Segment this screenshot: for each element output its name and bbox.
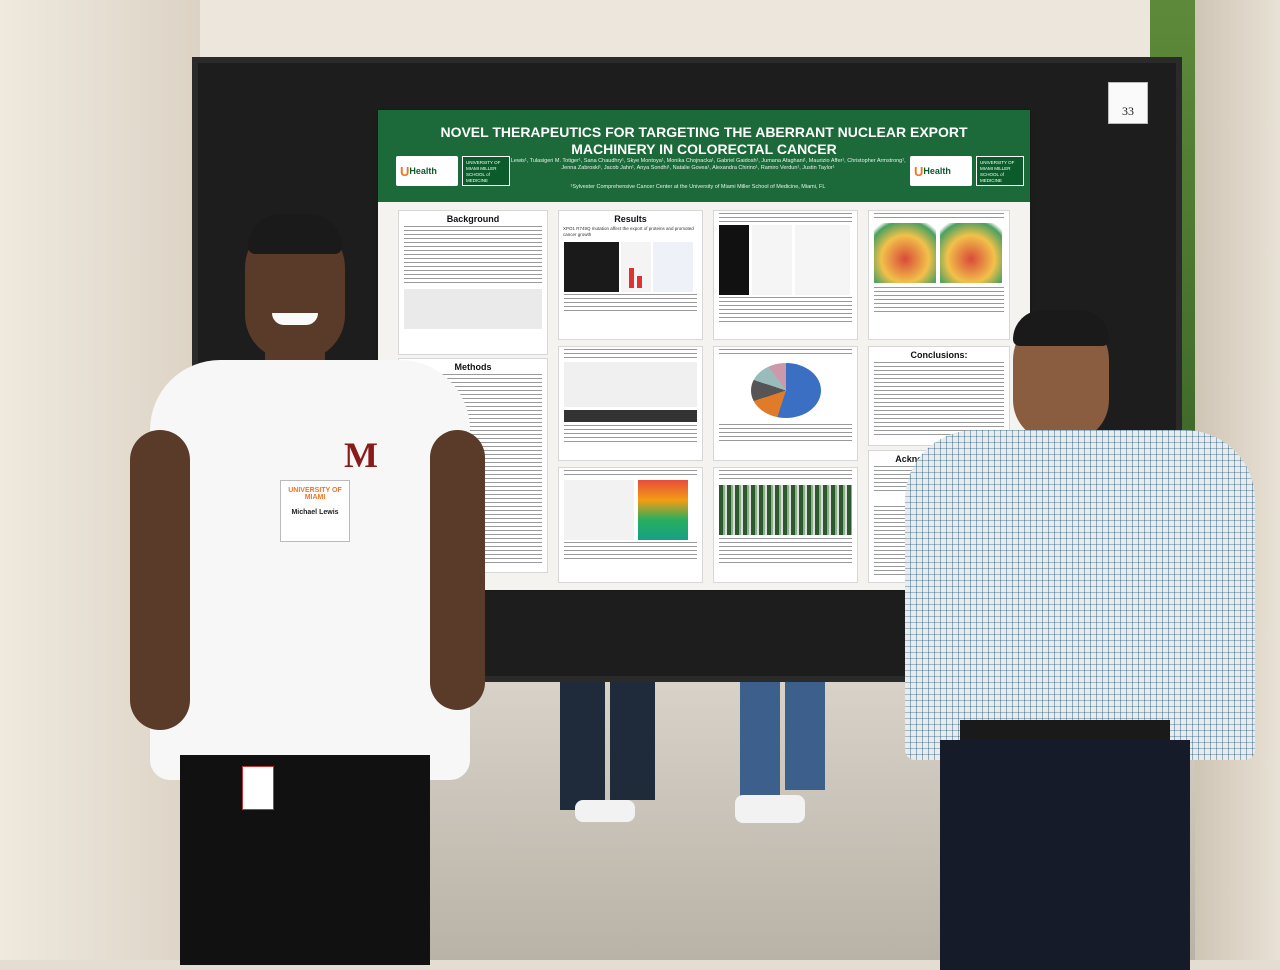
conclusions-panel: Conclusions: (868, 346, 1010, 446)
sneaker (735, 795, 805, 823)
volcano-figure (653, 242, 693, 292)
mentor-person (905, 310, 1265, 970)
conclusions-heading: Conclusions: (910, 350, 968, 360)
figure (404, 289, 542, 329)
growth-curves-figure (564, 362, 697, 407)
background-person-legs (610, 680, 655, 800)
pie-figure (750, 363, 821, 418)
badge-university: UNIVERSITY OF MIAMI (288, 487, 342, 501)
synergy-surface-2 (940, 223, 1002, 283)
um-health-logo-right: U Health (910, 156, 972, 186)
student-hair (248, 214, 342, 254)
badge-name: Michael Lewis (291, 509, 339, 516)
dna-damage-panel (713, 210, 858, 340)
belt (960, 720, 1170, 742)
synergy-surface-1 (874, 223, 936, 283)
background-panel: Background (398, 210, 548, 355)
mentor-hair (1013, 310, 1109, 346)
checked-shirt (905, 430, 1255, 760)
tumor-images-figure (564, 410, 697, 422)
miller-school-logo-right: UNIVERSITY OF MIAMI MILLER SCHOOL of MED… (976, 156, 1024, 186)
tumor-distribution-panel (713, 346, 858, 461)
mentor-dark-pants (940, 740, 1190, 970)
name-badge: UNIVERSITY OF MIAMI Michael Lewis (280, 480, 350, 542)
bar-figure (621, 242, 651, 292)
research-poster: NOVEL THERAPEUTICS FOR TARGETING THE ABE… (378, 110, 1030, 590)
student-right-arm (430, 430, 485, 710)
background-person-legs (560, 680, 605, 810)
dna-bars-figure (752, 225, 792, 295)
methods-heading: Methods (454, 362, 492, 372)
sneaker (575, 800, 635, 822)
um-health-logo-left: U Health (396, 156, 458, 186)
comet-figure (719, 225, 749, 295)
background-heading: Background (446, 214, 500, 224)
shirt-m-logo: M (344, 435, 378, 475)
poster-authors: Michael Lewis¹, Tulasigeri M. Totiger¹, … (490, 158, 906, 171)
id-card (242, 766, 274, 810)
results-panel: Results XPO1 R749Q mutation affect the e… (558, 210, 703, 340)
u-logo-icon: U (914, 163, 924, 179)
miller-school-logo-left: UNIVERSITY OF MIAMI MILLER SCHOOL of MED… (462, 156, 510, 186)
drug-resistance-panel (558, 467, 703, 583)
student-smile (272, 313, 318, 325)
u-logo-icon: U (400, 163, 410, 179)
poster-title: NOVEL THERAPEUTICS FOR TARGETING THE ABE… (440, 124, 968, 157)
synergy-panel (868, 210, 1010, 340)
stacked-bar-figure (638, 480, 688, 540)
sensitivity-figure (564, 480, 634, 540)
results-heading: Results (614, 214, 647, 224)
ceiling (200, 0, 1195, 60)
poster-header: NOVEL THERAPEUTICS FOR TARGETING THE ABE… (378, 110, 1030, 202)
poster-affiliation: ¹Sylvester Comprehensive Cancer Center a… (570, 184, 826, 190)
student-left-arm (130, 430, 190, 730)
student-person: M UNIVERSITY OF MIAMI Michael Lewis (130, 210, 485, 965)
microscopy-figure (564, 242, 619, 292)
dna-bars-figure-2 (795, 225, 850, 295)
background-person-legs (740, 680, 780, 800)
oncoprint-figure (719, 485, 852, 535)
mutation-frequency-panel (713, 467, 858, 583)
white-polo-shirt (150, 360, 470, 780)
board-number-card: 33 (1108, 82, 1148, 124)
background-person-legs (785, 680, 825, 790)
student-black-pants (180, 755, 430, 965)
results-subtitle: XPO1 R749Q mutation affect the export of… (563, 226, 694, 237)
tumorigenicity-panel (558, 346, 703, 461)
